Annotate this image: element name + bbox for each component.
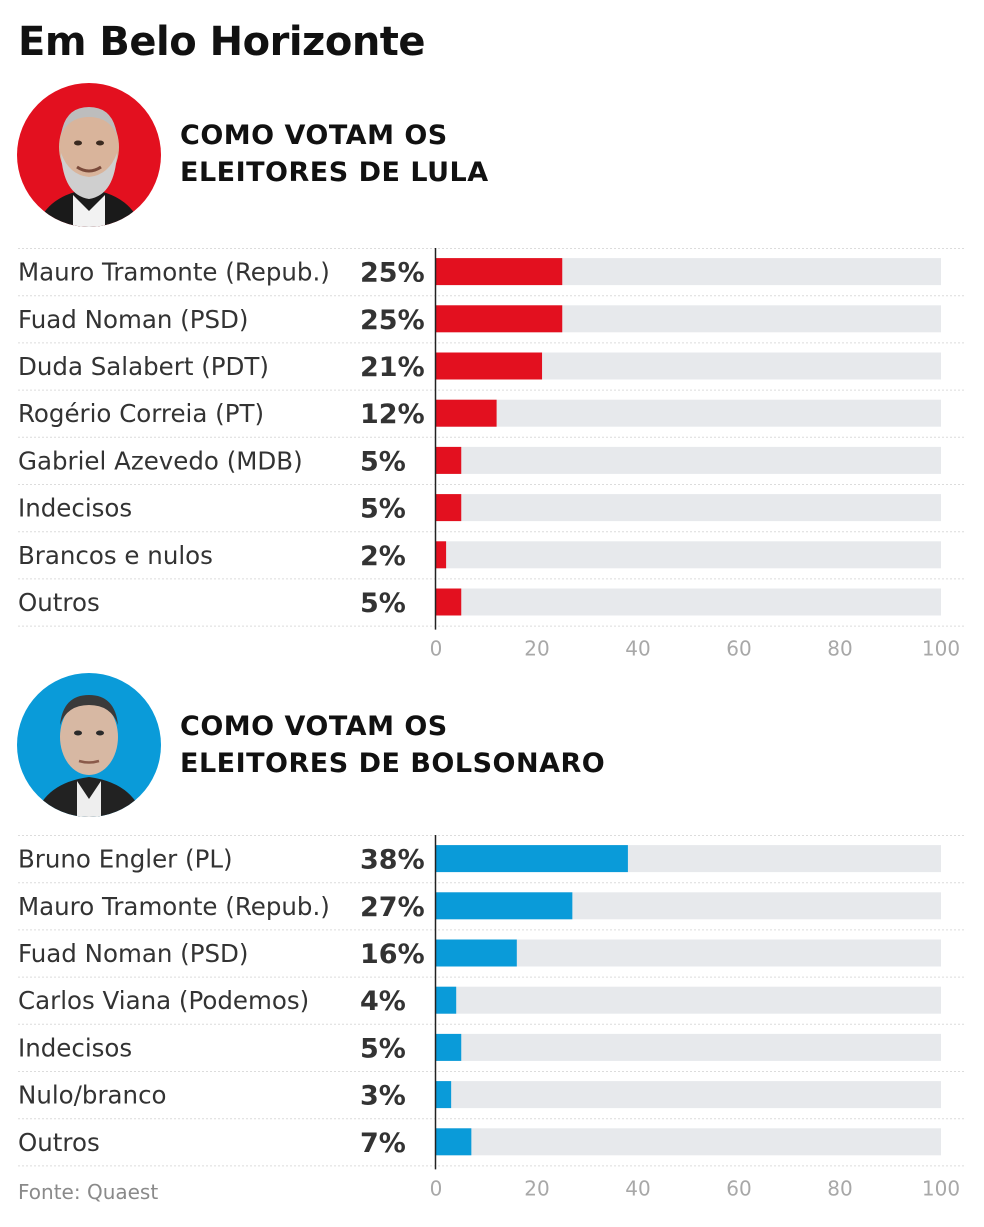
bar (436, 352, 543, 380)
tick-label: 100 (922, 1176, 960, 1200)
value-label: 25% (360, 258, 425, 289)
tick-label: 0 (430, 637, 443, 661)
bar (436, 399, 497, 427)
category-label: Outros (18, 1128, 100, 1157)
bar-track (436, 399, 941, 427)
tick-label: 20 (524, 637, 549, 661)
bar (436, 305, 563, 333)
bar (436, 446, 462, 474)
category-label: Gabriel Azevedo (MDB) (18, 446, 303, 475)
row-separators (18, 248, 964, 627)
row-separators (18, 835, 964, 1167)
category-label: Indecisos (18, 1033, 132, 1062)
value-label: 5% (360, 446, 406, 477)
category-label: Indecisos (18, 494, 132, 523)
bar (436, 258, 563, 286)
category-label: Mauro Tramonte (Repub.) (18, 892, 330, 921)
value-label: 2% (360, 541, 406, 572)
category-label: Carlos Viana (Podemos) (18, 986, 309, 1015)
tick-label: 60 (726, 637, 751, 661)
category-label: Mauro Tramonte (Repub.) (18, 258, 330, 287)
value-label: 16% (360, 939, 425, 970)
bar (436, 541, 447, 569)
value-label: 38% (360, 845, 425, 876)
value-label: 7% (360, 1128, 406, 1159)
page-title: Em Belo Horizonte (18, 19, 426, 65)
value-label: 5% (360, 494, 406, 525)
value-label: 3% (360, 1081, 406, 1112)
bar (436, 494, 462, 522)
source-note: Fonte: Quaest (18, 1180, 159, 1204)
value-label: 5% (360, 588, 406, 619)
tick-label: 40 (625, 1176, 650, 1200)
bar-track (436, 986, 941, 1014)
bar-track (436, 446, 941, 474)
value-label: 4% (360, 986, 406, 1017)
section-title-bolsonaro: COMO VOTAM OS ELEITORES DE BOLSONARO (180, 711, 606, 779)
category-label: Nulo/branco (18, 1081, 167, 1110)
bar (436, 845, 628, 873)
bar (436, 1081, 452, 1109)
category-label: Rogério Correia (PT) (18, 399, 264, 428)
category-label: Outros (18, 588, 100, 617)
value-label: 27% (360, 892, 425, 923)
category-label: Fuad Noman (PSD) (18, 305, 248, 334)
value-label: 12% (360, 399, 425, 430)
section-title-lula: COMO VOTAM OS ELEITORES DE LULA (180, 120, 489, 188)
tick-label: 80 (827, 1176, 852, 1200)
tick-label: 20 (524, 1176, 549, 1200)
bar-chart-lula: Mauro Tramonte (Repub.) 25% Fuad Noman (PS… (0, 248, 984, 668)
bar (436, 1033, 462, 1061)
tick-label: 40 (625, 637, 650, 661)
bar-chart-bolsonaro: Bruno Engler (PL) 38% Mauro Tramonte (Repu… (0, 835, 984, 1207)
bar-track (436, 494, 941, 522)
category-label: Brancos e nulos (18, 541, 213, 570)
category-label: Bruno Engler (PL) (18, 845, 233, 874)
lula-portrait-icon (17, 83, 161, 227)
tick-label: 0 (430, 1176, 443, 1200)
category-label: Duda Salabert (PDT) (18, 352, 269, 381)
category-label: Fuad Noman (PSD) (18, 939, 248, 968)
bar-track (436, 939, 941, 967)
bolsonaro-portrait-icon (17, 673, 161, 817)
bar-track (436, 541, 941, 569)
bar (436, 588, 462, 616)
chart-svg: Bruno Engler (PL) 38% Mauro Tramonte (Repu… (18, 835, 964, 1200)
value-label: 25% (360, 305, 425, 336)
bar-track (436, 1128, 941, 1156)
bar (436, 1128, 472, 1156)
bar (436, 892, 573, 920)
tick-label: 60 (726, 1176, 751, 1200)
bar (436, 939, 517, 967)
bar-track (436, 1033, 941, 1061)
tick-label: 100 (922, 637, 960, 661)
chart-svg: Mauro Tramonte (Repub.) 25% Fuad Noman (PS… (18, 248, 964, 661)
bar (436, 986, 457, 1014)
bar-track (436, 1081, 941, 1109)
tick-label: 80 (827, 637, 852, 661)
value-label: 5% (360, 1033, 406, 1064)
value-label: 21% (360, 352, 425, 383)
bar-track (436, 588, 941, 616)
